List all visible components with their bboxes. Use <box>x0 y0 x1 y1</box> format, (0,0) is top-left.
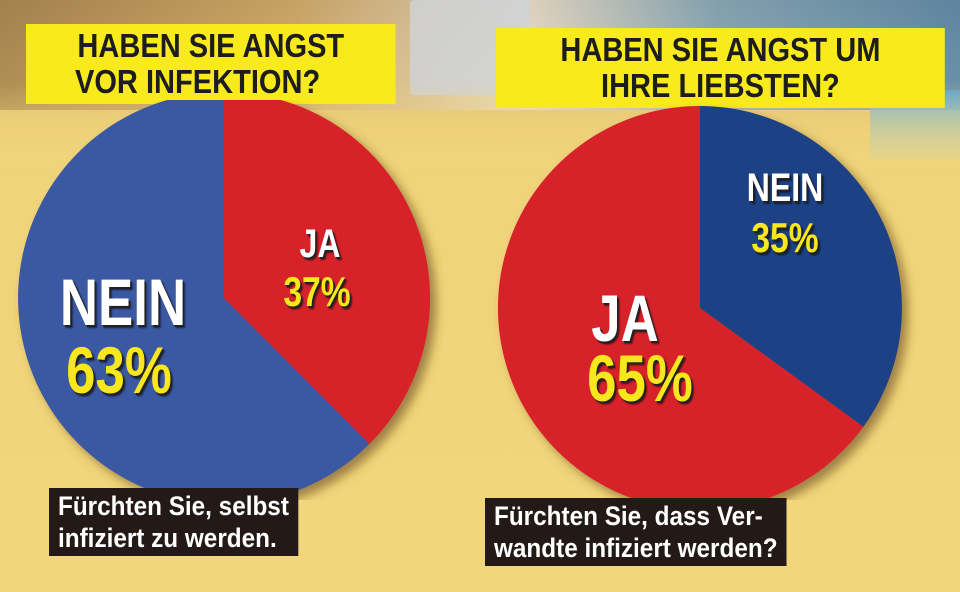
chart-1-label-ja: JA <box>299 222 341 266</box>
chart-2-label-ja: JA <box>591 281 659 355</box>
chart-1-value-nein: 63% <box>66 333 172 407</box>
chart-2-caption-line-1: Fürchten Sie, dass Ver- <box>494 501 763 531</box>
chart-1-title-line-2: VOR INFEKTION? <box>74 63 321 100</box>
chart-1-pie <box>18 100 431 500</box>
chart-1-slice-ja <box>224 100 431 444</box>
chart-2-slice-ja <box>497 106 864 500</box>
chart-1-caption: Fürchten Sie, selbst infiziert zu werden… <box>49 488 298 556</box>
chart-1-title-line-1: HABEN SIE ANGST <box>77 27 345 64</box>
chart-1-caption-line-1: Fürchten Sie, selbst <box>58 491 289 521</box>
chart-2-value-ja: 65% <box>587 341 693 415</box>
chart-1-slice-nein <box>18 100 370 500</box>
chart-2-title-line-1: HABEN SIE ANGST UM <box>560 31 881 68</box>
chart-2-pie <box>497 106 902 500</box>
chart-1-value-ja: 37% <box>283 268 351 315</box>
chart-1-title: HABEN SIE ANGST VOR INFEKTION? <box>26 24 396 104</box>
chart-2-slice-nein <box>700 106 902 427</box>
chart-2-title: HABEN SIE ANGST UM IHRE LIEBSTEN? <box>496 28 945 108</box>
chart-2-caption: Fürchten Sie, dass Ver- wandte infiziert… <box>485 498 787 566</box>
chart-2-caption-line-2: wandte infiziert werden? <box>494 533 778 563</box>
chart-2-title-line-2: IHRE LIEBSTEN? <box>600 67 840 104</box>
chart-1-label-nein: NEIN <box>59 265 187 339</box>
chart-2-value-nein: 35% <box>751 214 819 261</box>
chart-2-label-nein: NEIN <box>746 166 824 210</box>
chart-1-caption-line-2: infiziert zu werden. <box>58 523 277 553</box>
